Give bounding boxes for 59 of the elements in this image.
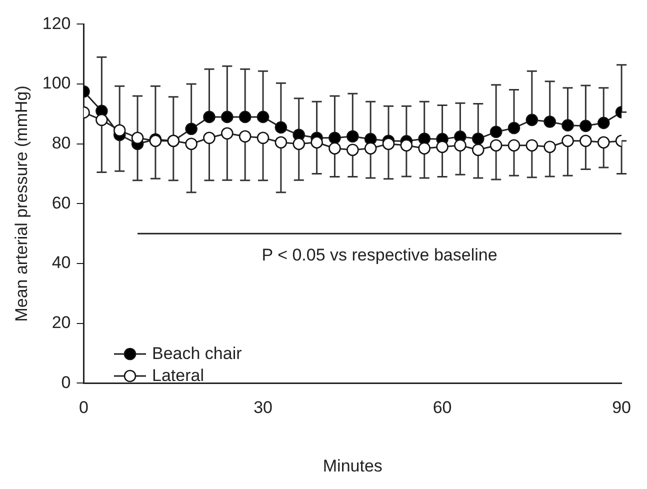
y-tick-label: 120	[42, 14, 71, 33]
y-tick-label: 60	[52, 193, 71, 212]
x-tick-label: 30	[254, 398, 272, 418]
y-tick-label: 40	[52, 253, 71, 272]
point	[238, 130, 252, 143]
point	[562, 134, 574, 148]
x-tick-label: 60	[432, 398, 452, 418]
point	[490, 126, 502, 138]
legend-label: Beach chair	[152, 344, 242, 364]
point	[382, 138, 395, 150]
y-tick-label: 20	[52, 313, 71, 332]
point	[580, 120, 592, 132]
point	[185, 122, 198, 136]
point	[221, 110, 234, 124]
point	[400, 139, 413, 152]
point	[113, 124, 126, 137]
point	[256, 132, 270, 144]
point	[185, 138, 198, 150]
point	[544, 140, 556, 154]
point	[544, 116, 556, 128]
point	[346, 130, 359, 143]
point	[508, 139, 520, 152]
point	[131, 132, 144, 144]
x-axis-title: Minutes	[322, 456, 382, 476]
point	[328, 142, 341, 155]
point	[256, 110, 270, 124]
point	[274, 121, 288, 134]
point	[454, 139, 466, 152]
point	[364, 142, 377, 155]
point	[96, 114, 108, 126]
point	[526, 139, 538, 152]
point	[472, 132, 484, 145]
point	[203, 132, 216, 144]
point	[274, 136, 288, 149]
point	[597, 116, 610, 130]
point	[203, 110, 216, 124]
y-tick-label: 0	[61, 372, 71, 392]
y-axis-title: Mean arterial pressure (mmHg)	[12, 86, 31, 322]
point	[472, 144, 484, 156]
point	[221, 127, 234, 140]
y-tick-label: 100	[42, 74, 71, 93]
point	[292, 138, 306, 150]
x-tick-label: 0	[79, 398, 88, 418]
x-tick-label: 90	[612, 398, 632, 418]
legend-label: Lateral	[152, 366, 204, 386]
point	[526, 114, 538, 126]
point	[580, 134, 592, 148]
point	[597, 136, 610, 149]
point	[436, 140, 448, 154]
point	[310, 136, 323, 149]
point	[346, 144, 359, 156]
y-tick-label: 80	[52, 134, 71, 153]
annotation: P < 0.05 vs respective baseline	[262, 245, 498, 264]
point	[328, 132, 341, 144]
point	[238, 110, 252, 124]
point	[508, 122, 520, 134]
point	[418, 142, 431, 155]
point	[562, 119, 574, 132]
point	[490, 139, 502, 152]
